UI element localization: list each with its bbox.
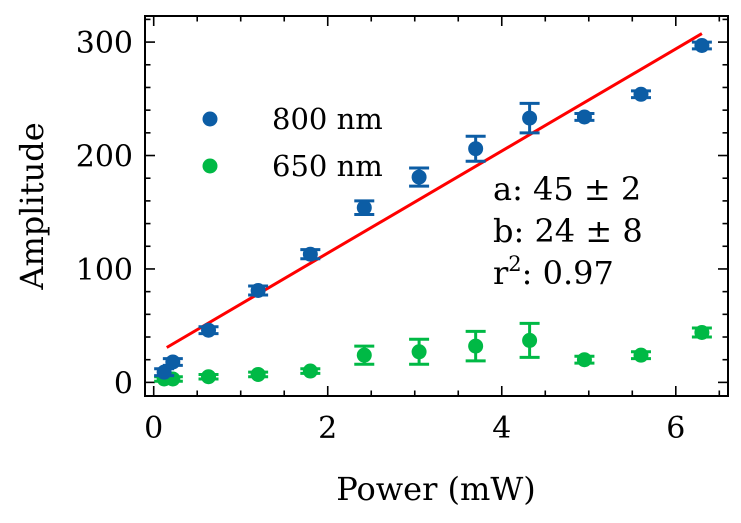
point-650nm — [411, 344, 427, 360]
point-800nm — [250, 283, 266, 299]
point-650nm — [302, 363, 318, 379]
point-800nm — [694, 37, 710, 53]
legend-marker-800nm — [202, 111, 218, 127]
y-tick-label: 200 — [76, 140, 133, 175]
fit-param-b: b: 24 ± 8 — [493, 212, 643, 250]
legend: 800 nm 650 nm — [202, 102, 383, 183]
y-tick-label: 0 — [114, 366, 133, 401]
x-axis-title: Power (mW) — [336, 470, 536, 508]
x-tick-label: 0 — [144, 411, 163, 446]
point-650nm — [694, 324, 710, 340]
fit-param-a: a: 45 ± 2 — [493, 170, 641, 208]
point-800nm — [165, 354, 181, 370]
point-800nm — [522, 110, 538, 126]
point-800nm — [633, 86, 649, 102]
point-650nm — [356, 347, 372, 363]
point-650nm — [633, 347, 649, 363]
legend-label-650nm: 650 nm — [272, 149, 383, 183]
y-tick-label: 100 — [76, 253, 133, 288]
series-800nm — [154, 37, 712, 380]
point-650nm — [576, 352, 592, 368]
point-800nm — [156, 364, 172, 380]
y-axis-title: Amplitude — [13, 122, 51, 290]
point-650nm — [250, 366, 266, 382]
fit-r-squared: r2: 0.97 — [493, 252, 614, 292]
y-tick-label: 300 — [76, 26, 133, 61]
x-tick-label: 6 — [666, 411, 685, 446]
ticks-layer: 0 2 4 6 0 100 200 300 — [76, 16, 728, 446]
x-tick-label: 2 — [318, 411, 337, 446]
legend-label-800nm: 800 nm — [272, 102, 383, 136]
marks-layer — [154, 37, 712, 387]
point-800nm — [356, 200, 372, 216]
point-800nm — [201, 322, 217, 338]
point-800nm — [411, 169, 427, 185]
point-650nm — [522, 332, 538, 348]
plot-frame — [144, 15, 729, 397]
series-650nm — [154, 321, 712, 387]
point-800nm — [468, 141, 484, 157]
fit-annotation: a: 45 ± 2 b: 24 ± 8 r2: 0.97 — [493, 170, 643, 292]
point-650nm — [468, 338, 484, 354]
x-tick-label: 4 — [492, 411, 511, 446]
point-800nm — [302, 246, 318, 262]
legend-marker-650nm — [202, 158, 218, 174]
point-800nm — [576, 109, 592, 125]
point-650nm — [201, 369, 217, 385]
